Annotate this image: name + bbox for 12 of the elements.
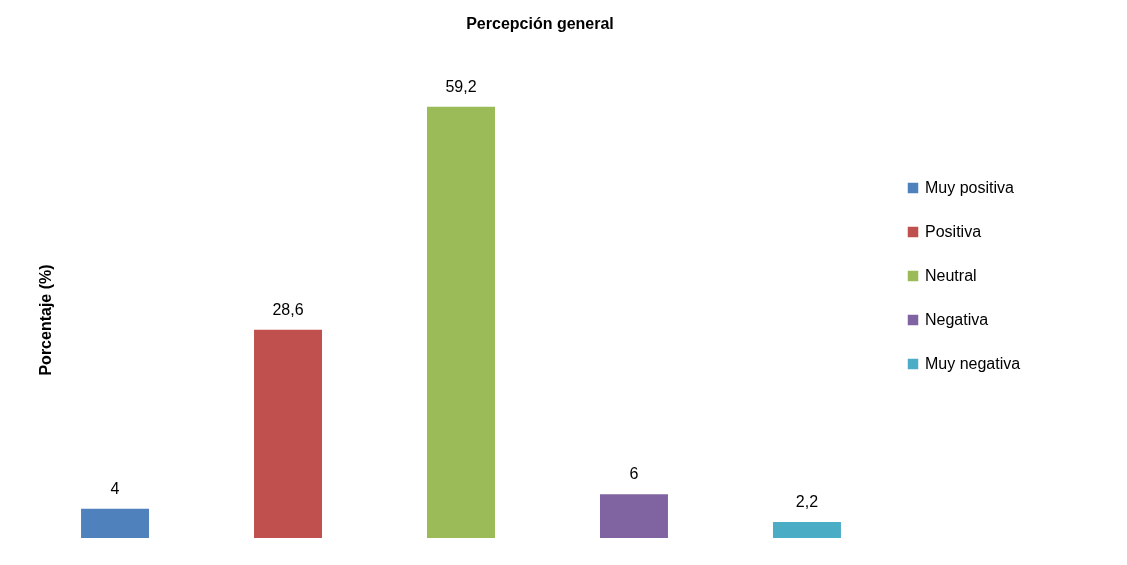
data-label: 4	[110, 479, 120, 497]
data-label: 59,2	[445, 77, 477, 95]
legend-label: Neutral	[925, 267, 977, 284]
legend-label: Muy negativa	[925, 355, 1021, 372]
legend-label: Negativa	[925, 311, 989, 328]
data-label: 6	[629, 465, 639, 483]
legend-label: Muy positiva	[925, 179, 1015, 196]
legend-label: Positiva	[925, 223, 982, 240]
data-label: 28,6	[272, 300, 304, 318]
chart-title: Percepción general	[466, 14, 614, 32]
y-axis-title: Porcentaje (%)	[36, 264, 54, 376]
data-label: 2,2	[795, 492, 819, 510]
